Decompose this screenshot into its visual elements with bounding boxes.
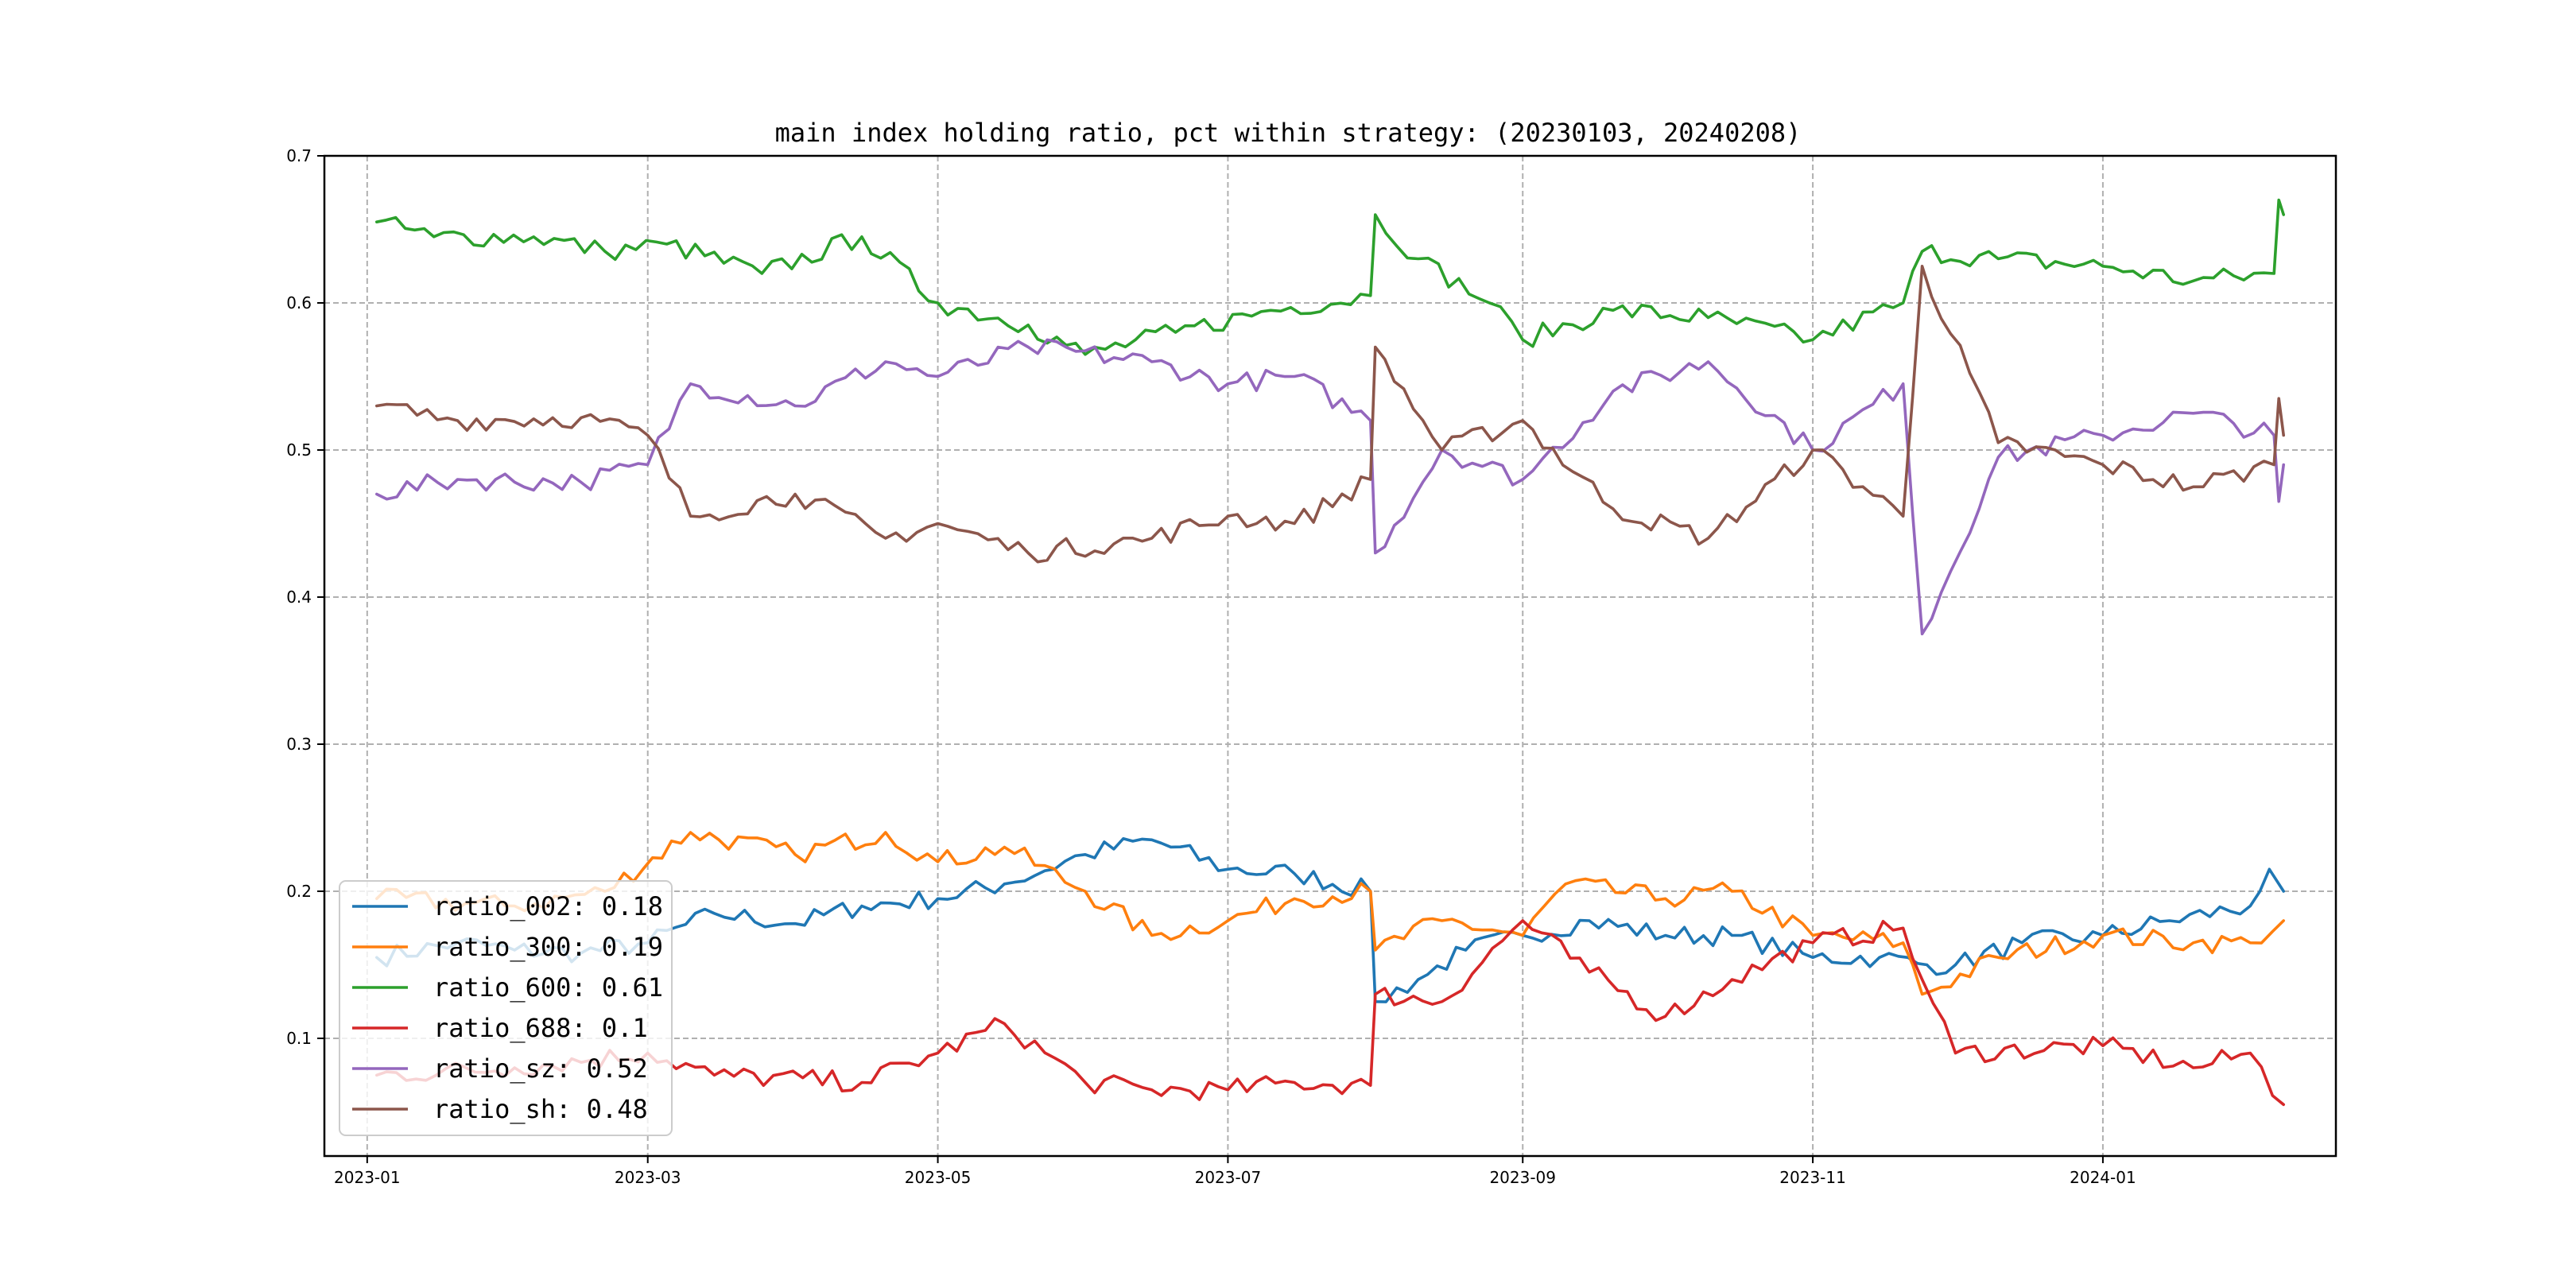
y-tick-label: 0.7 xyxy=(286,146,312,165)
legend-label: ratio_300: 0.19 xyxy=(433,932,663,962)
x-tick-label: 2023-11 xyxy=(1779,1168,1846,1187)
series-line-ratio_sz xyxy=(375,338,2285,636)
series-line-ratio_300 xyxy=(375,831,2285,996)
x-tick-label: 2023-09 xyxy=(1489,1168,1556,1187)
x-tick-label: 2023-05 xyxy=(905,1168,972,1187)
x-axis: 2023-01 2023-03 2023-05 2023-07 2023-09 2023-… xyxy=(334,1156,2136,1187)
y-tick-label: 0.5 xyxy=(286,440,312,460)
y-axis: 0.1 0.2 0.3 0.4 0.5 0.6 0.7 xyxy=(286,146,324,1048)
series-line-ratio_sh xyxy=(375,265,2285,564)
x-tick-label: 2024-01 xyxy=(2070,1168,2136,1187)
series-line-ratio_600 xyxy=(375,198,2285,356)
y-tick-label: 0.3 xyxy=(286,735,312,754)
y-tick-label: 0.2 xyxy=(286,882,312,901)
x-tick-label: 2023-07 xyxy=(1195,1168,1262,1187)
x-tick-label: 2023-01 xyxy=(334,1168,401,1187)
y-tick-label: 0.6 xyxy=(286,293,312,312)
legend-label: ratio_688: 0.1 xyxy=(433,1013,648,1043)
series-layer xyxy=(375,198,2285,1107)
y-tick-label: 0.1 xyxy=(286,1029,312,1048)
x-tick-label: 2023-03 xyxy=(615,1168,681,1187)
legend-label: ratio_sz: 0.52 xyxy=(433,1053,648,1084)
legend-label: ratio_600: 0.61 xyxy=(433,972,663,1003)
plot-frame xyxy=(323,154,2337,1158)
legend-box xyxy=(339,880,673,1136)
y-tick-label: 0.4 xyxy=(286,588,312,607)
legend: ratio_002: 0.18 ratio_300: 0.19 ratio_600:… xyxy=(339,880,673,1136)
chart-title: main index holding ratio, pct within str… xyxy=(775,118,1802,148)
series-line-ratio_688 xyxy=(375,919,2285,1107)
series-line-ratio_002 xyxy=(375,837,2285,1003)
legend-label: ratio_002: 0.18 xyxy=(433,891,663,921)
legend-label: ratio_sh: 0.48 xyxy=(433,1094,648,1124)
